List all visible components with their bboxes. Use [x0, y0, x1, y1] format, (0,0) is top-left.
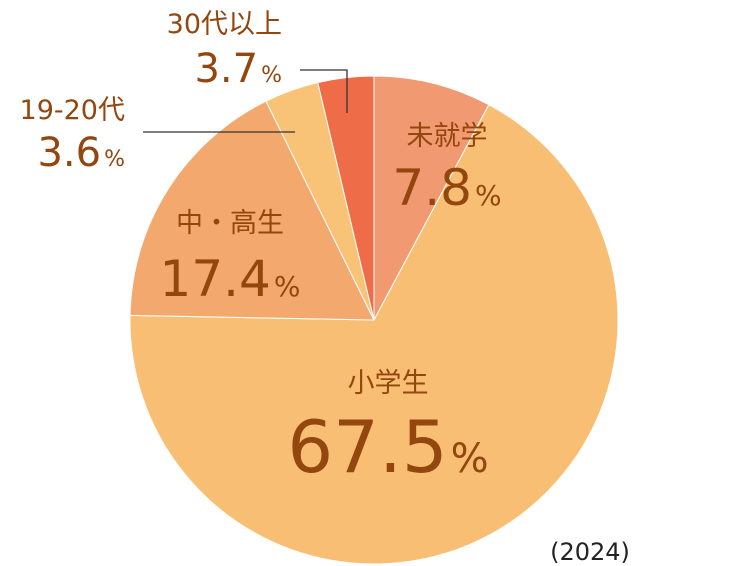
slice — [373, 75, 490, 321]
value-label: 17.4% — [160, 250, 301, 308]
category-label: 19-20代 — [20, 95, 125, 126]
category-label: 中・高生 — [176, 208, 284, 239]
value-label: 3.7% — [194, 46, 282, 92]
category-label: 小学生 — [348, 368, 429, 399]
slice — [129, 100, 375, 321]
slices — [129, 75, 619, 565]
category-label: 未就学 — [407, 121, 488, 152]
value-label: 67.5% — [287, 405, 488, 489]
leader-line — [300, 69, 348, 113]
year-note: (2024) — [550, 538, 630, 566]
value-label: 3.6% — [37, 130, 125, 176]
slice — [317, 75, 375, 321]
value-label: 7.8% — [392, 159, 501, 217]
slice — [129, 104, 619, 565]
category-label: 30代以上 — [167, 9, 282, 40]
